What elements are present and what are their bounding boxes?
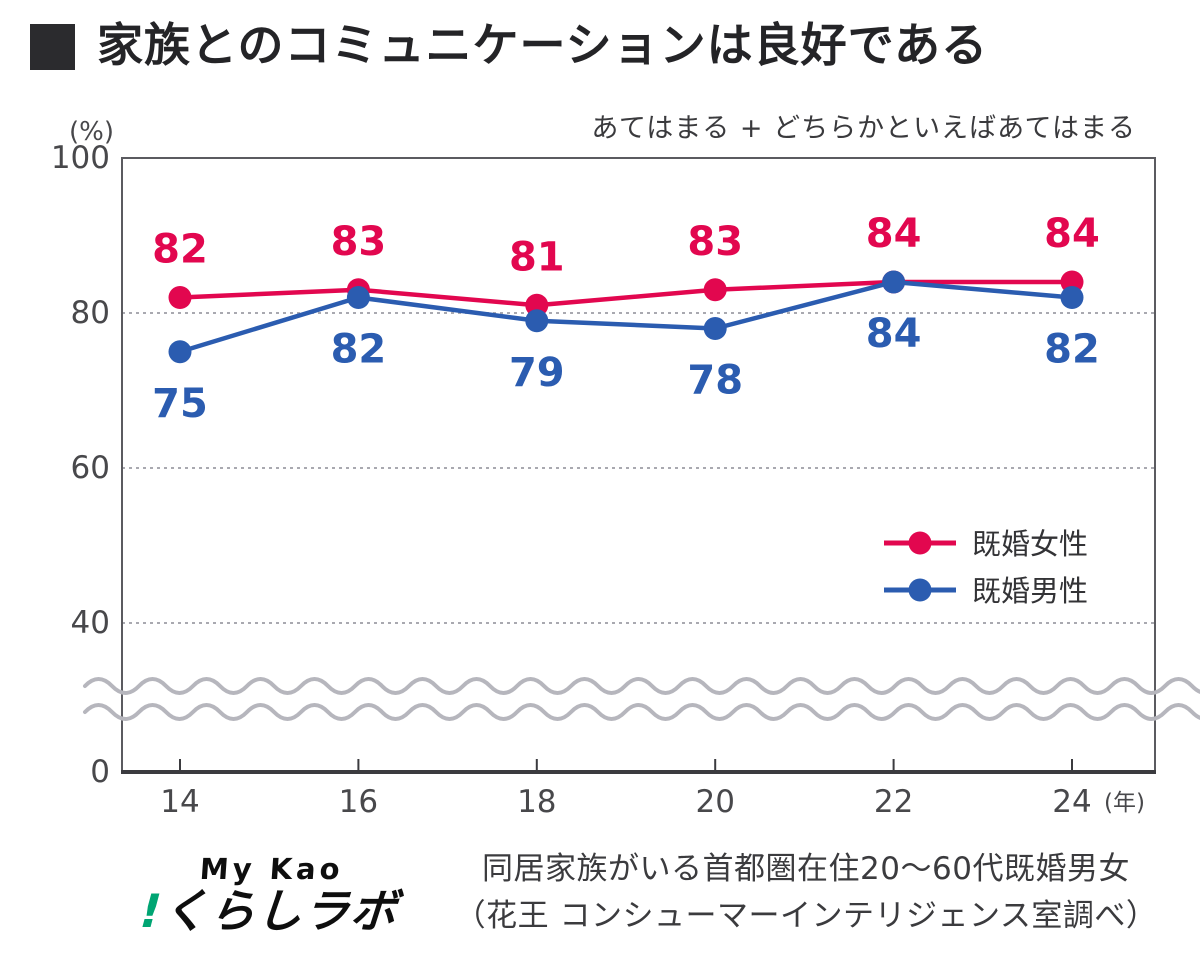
x-tick-label: 24 bbox=[1052, 784, 1091, 820]
logo-name: くらしラボ bbox=[160, 884, 400, 938]
x-tick-label: 14 bbox=[160, 784, 199, 820]
x-axis-unit: (年) bbox=[1104, 790, 1145, 816]
axis-break-wave bbox=[83, 703, 1200, 721]
value-label-既婚男性: 79 bbox=[509, 350, 565, 396]
value-label-既婚女性: 83 bbox=[331, 219, 387, 265]
x-tick-label: 20 bbox=[695, 784, 734, 820]
x-tick-label: 16 bbox=[339, 784, 378, 820]
black-square-icon bbox=[30, 24, 75, 70]
data-point-既婚男性 bbox=[882, 270, 906, 294]
chart-note: あてはまる + どちらかといえばあてはまる bbox=[591, 113, 1136, 144]
data-point-既婚男性 bbox=[346, 286, 370, 309]
legend-label: 既婚男性 bbox=[972, 574, 1088, 608]
value-label-既婚女性: 81 bbox=[509, 234, 565, 280]
chart-title-row: 家族とのコミュニケーションは良好である bbox=[30, 20, 988, 71]
source-note: 同居家族がいる首都圏在住20〜60代既婚男女 （花王 コンシューマーインテリジェ… bbox=[420, 846, 1192, 939]
value-label-既婚男性: 82 bbox=[331, 327, 387, 373]
value-label-既婚男性: 75 bbox=[152, 381, 208, 427]
series-line-既婚男性 bbox=[179, 279, 1073, 354]
data-point-既婚女性 bbox=[703, 278, 727, 302]
value-label-既婚女性: 84 bbox=[866, 211, 922, 257]
data-point-既婚男性 bbox=[525, 309, 549, 333]
chart-title: 家族とのコミュニケーションは良好である bbox=[97, 18, 989, 72]
y-tick-label: 40 bbox=[71, 605, 110, 641]
data-point-既婚男性 bbox=[703, 317, 727, 340]
data-point-既婚女性 bbox=[168, 286, 192, 309]
axis-break-wave bbox=[83, 677, 1200, 695]
legend-label: 既婚女性 bbox=[972, 527, 1088, 561]
source-line-2: （花王 コンシューマーインテリジェンス室調べ） bbox=[454, 897, 1158, 934]
x-tick-label: 18 bbox=[517, 784, 556, 820]
data-point-既婚男性 bbox=[1060, 286, 1084, 309]
x-tick-label: 22 bbox=[874, 784, 913, 820]
y-tick-label: 80 bbox=[71, 295, 110, 331]
value-label-既婚男性: 84 bbox=[866, 311, 922, 357]
y-tick-label: 60 bbox=[71, 450, 110, 486]
value-label-既婚男性: 82 bbox=[1044, 327, 1100, 373]
legend-marker-dot bbox=[908, 578, 932, 602]
value-label-既婚男性: 78 bbox=[687, 358, 743, 404]
logo-kurashilabo-text: !くらしラボ bbox=[137, 884, 401, 938]
logo-mykao-text: My Kao bbox=[198, 852, 345, 886]
value-label-既婚女性: 83 bbox=[687, 219, 743, 265]
legend-marker-dot bbox=[908, 531, 932, 555]
data-point-既婚男性 bbox=[168, 340, 192, 364]
value-label-既婚女性: 84 bbox=[1044, 211, 1100, 257]
value-label-既婚女性: 82 bbox=[152, 227, 208, 273]
y-tick-label: 0 bbox=[90, 754, 110, 790]
y-tick-label: 100 bbox=[51, 140, 110, 176]
brand-logo: My Kao !くらしラボ bbox=[137, 852, 403, 938]
series-line-既婚女性 bbox=[179, 279, 1072, 308]
y-axis-unit: (%) bbox=[69, 117, 114, 147]
source-line-1: 同居家族がいる首都圏在住20〜60代既婚男女 bbox=[482, 851, 1130, 887]
